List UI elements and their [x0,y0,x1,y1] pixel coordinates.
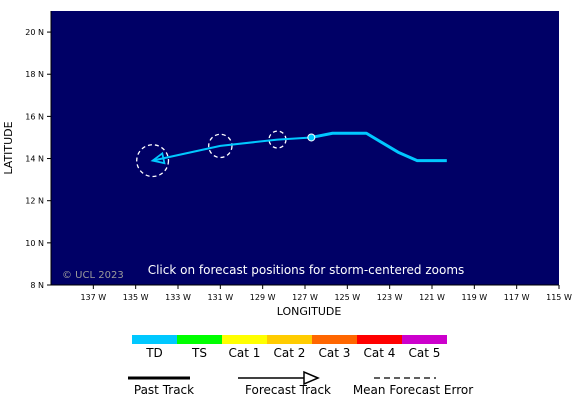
x-tick-label: 135 W [123,293,149,302]
forecast-track-line [152,136,312,162]
y-tick-label: 14 N [25,155,44,164]
track-legend: Past Track Forecast Track Mean Forecast … [128,370,473,397]
x-tick-label: 121 W [419,293,445,302]
x-tick-label: 115 W [546,293,572,302]
category-label: Cat 3 [319,346,351,360]
instruction-text: Click on forecast positions for storm-ce… [148,263,465,277]
y-tick-label: 12 N [25,197,44,206]
forecast-arrow-icon [303,370,320,386]
y-ticks: 8 N 10 N 12 N 14 N 16 N 18 N 20 N [25,28,51,290]
x-axis-title: LONGITUDE [277,305,342,318]
category-label: Cat 5 [409,346,441,360]
x-tick-label: 123 W [377,293,403,302]
x-tick-label: 133 W [165,293,191,302]
x-tick-label: 127 W [292,293,318,302]
category-swatch [222,335,267,344]
y-axis-title: LATITUDE [2,121,15,174]
y-tick-label: 10 N [25,239,44,248]
y-tick-label: 16 N [25,112,44,121]
category-label: TD [145,346,163,360]
category-label: Cat 4 [364,346,396,360]
x-tick-label: 119 W [461,293,487,302]
past-track-line [311,131,447,163]
x-tick-label: 117 W [504,293,530,302]
x-ticks: 137 W 135 W 133 W 131 W 129 W 127 W 125 W 123 W… [80,285,572,302]
map-background [51,11,559,285]
mean-error-legend-label: Mean Forecast Error [353,383,473,397]
forecast-track-legend-label: Forecast Track [245,383,331,397]
category-label: Cat 2 [274,346,306,360]
category-swatch [312,335,357,344]
category-swatch [177,335,222,344]
category-legend: TD TS Cat 1 Cat 2 Cat 3 Cat 4 Cat 5 [132,335,447,360]
y-tick-label: 18 N [25,70,44,79]
x-tick-label: 131 W [207,293,233,302]
copyright-text: © UCL 2023 [62,270,124,281]
past-track-legend-label: Past Track [134,383,194,397]
category-swatch [402,335,447,344]
x-tick-label: 137 W [80,293,106,302]
forecast-error-circle[interactable] [208,133,233,159]
category-swatch [357,335,402,344]
forecast-arrow-head [150,151,166,165]
y-tick-label: 8 N [30,281,44,290]
category-label: TS [191,346,207,360]
current-position-marker[interactable] [307,133,316,142]
forecast-error-circle[interactable] [136,144,170,178]
x-tick-label: 125 W [334,293,360,302]
y-tick-label: 20 N [25,28,44,37]
category-label: Cat 1 [229,346,261,360]
category-swatch [267,335,312,344]
category-swatch [132,335,177,344]
x-tick-label: 129 W [250,293,276,302]
tracks [136,130,447,178]
